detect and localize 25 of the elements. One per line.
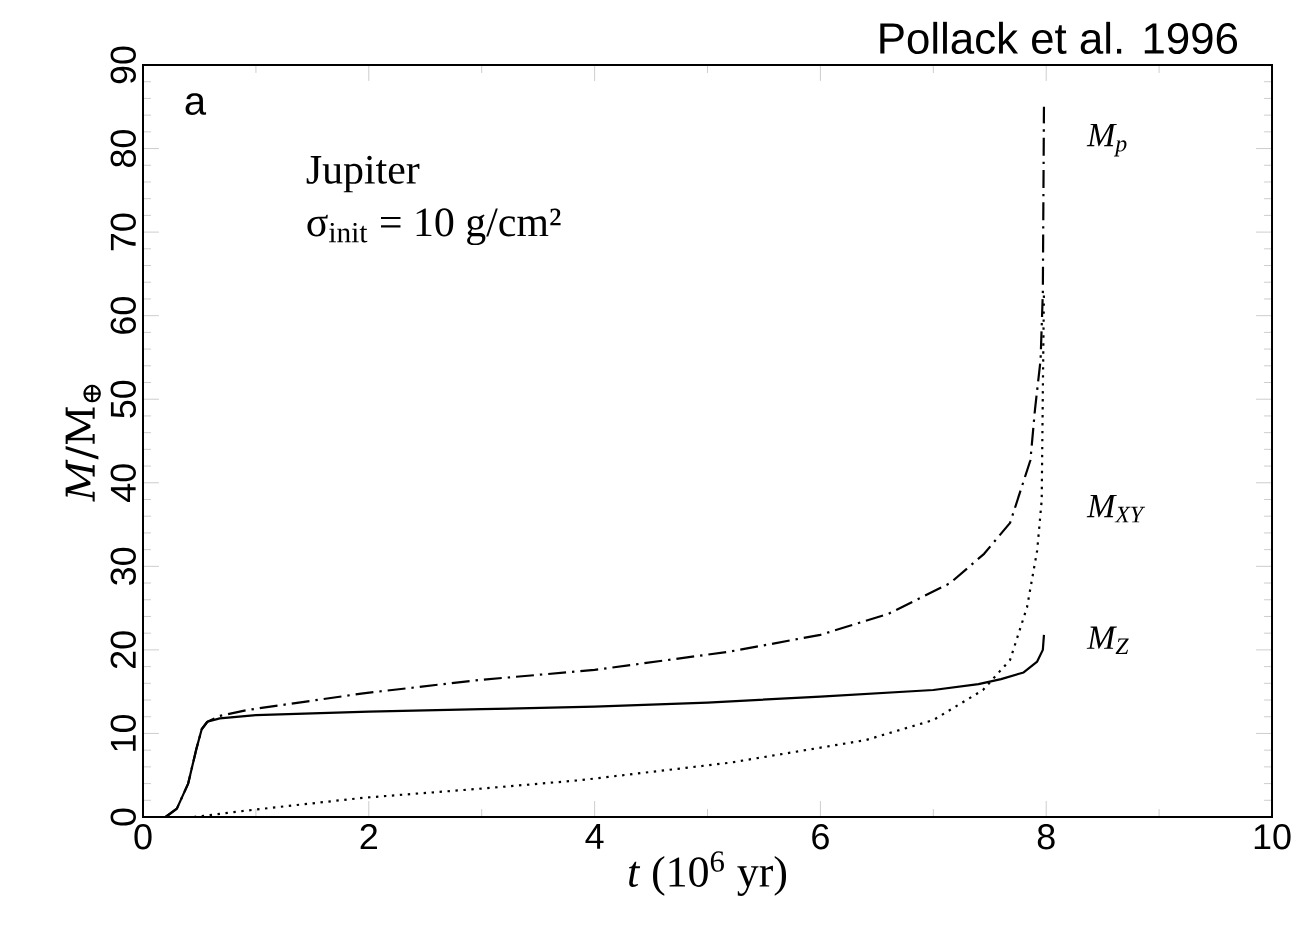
annotation: a bbox=[185, 93, 207, 115]
x-tick-label: 6 bbox=[812, 824, 829, 850]
y-tick-label: 70 bbox=[110, 213, 136, 251]
text: Pollack et al. 1996 bbox=[880, 21, 1238, 55]
series-label: M$_{p}$ bbox=[1086, 124, 1127, 157]
x-tick-label: 8 bbox=[1037, 824, 1055, 850]
x-tick-label: 4 bbox=[585, 824, 604, 849]
x-tick-label: 0 bbox=[134, 824, 152, 850]
x-tick-label: 2 bbox=[360, 824, 377, 850]
x-tick-label: 10 bbox=[1254, 824, 1291, 850]
y-tick-label: 40 bbox=[110, 464, 136, 502]
y-tick-label: 10 bbox=[110, 714, 136, 751]
y-tick-label: 30 bbox=[110, 547, 136, 585]
x-axis-title: t (10$^{6}$ yr) bbox=[629, 851, 787, 896]
y-tick-label: 0 bbox=[110, 808, 136, 826]
y-axis-title: M/M$_{⊕}$ bbox=[65, 384, 101, 502]
series-label: M$_{XY}$ bbox=[1086, 494, 1146, 523]
y-tick-label: 80 bbox=[110, 129, 136, 167]
y-tick-label: 90 bbox=[110, 46, 136, 84]
annotation: Jupiter bbox=[306, 155, 420, 193]
y-tick-label: 50 bbox=[110, 380, 136, 418]
annotation: σ$_{init}$ = 10 g/cm² bbox=[307, 208, 561, 246]
y-tick-label: 60 bbox=[110, 297, 136, 334]
series-label: M$_{Z}$ bbox=[1086, 626, 1129, 654]
y-tick-label: 20 bbox=[110, 631, 136, 669]
